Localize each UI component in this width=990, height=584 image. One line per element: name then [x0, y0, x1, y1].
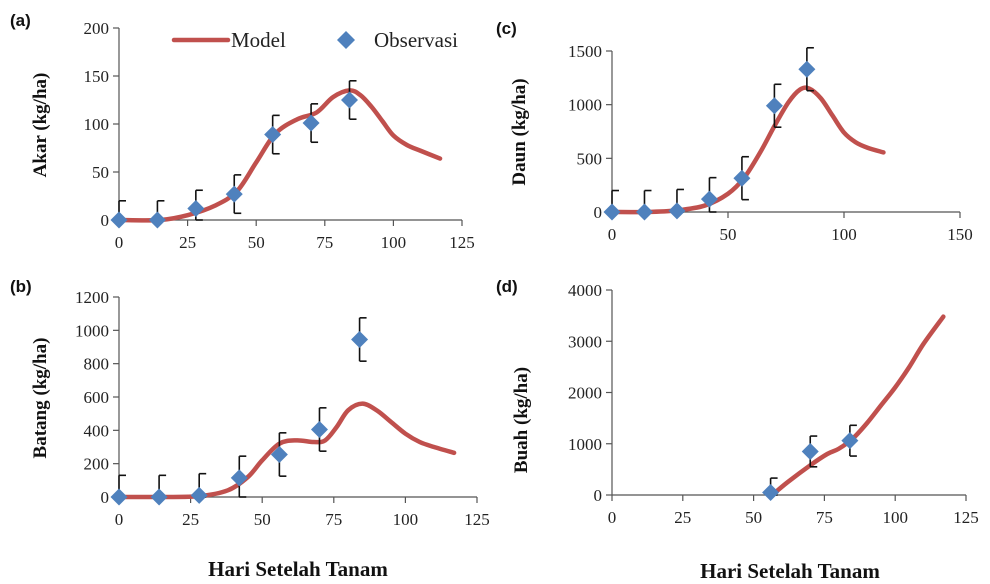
y-tick-label: 400	[84, 421, 110, 440]
x-tick-label: 75	[325, 510, 342, 529]
y-tick-label: 2000	[568, 384, 602, 403]
y-tick-label: 0	[101, 211, 110, 230]
y-axis-label-akar: Akar (kg/ha)	[30, 73, 51, 178]
observation-point	[225, 185, 243, 203]
observation-point	[302, 114, 320, 132]
x-tick-label: 125	[953, 508, 979, 527]
observation-point	[841, 432, 859, 450]
panel-label-c: (c)	[496, 19, 517, 38]
panel-daun: (c) Daun (kg/ha) 0 500 1000 1500 0 50 100 150	[496, 19, 973, 244]
x-axis-label-b: Hari Setelah Tanam	[208, 557, 388, 581]
panel-akar: (a) Akar (kg/ha) 0 50 100 150 200 0 25 50 75 100 1…	[10, 11, 475, 252]
observation-point	[190, 486, 208, 504]
observation-point	[187, 199, 205, 217]
observation-point	[733, 169, 751, 187]
x-tick-label: 125	[449, 233, 475, 252]
x-tick-label: 50	[254, 510, 271, 529]
legend: Model Observasi	[171, 28, 458, 52]
y-tick-label: 800	[84, 355, 110, 374]
y-tick-label: 1000	[75, 321, 109, 340]
y-tick-label: 200	[84, 19, 110, 38]
y-tick-label: 1200	[75, 288, 109, 307]
x-tick-label: 0	[608, 225, 617, 244]
y-axis-label-batang: Batang (kg/ha)	[30, 338, 51, 459]
y-tick-label: 1000	[568, 435, 602, 454]
x-tick-label: 50	[745, 508, 762, 527]
y-tick-label: 200	[84, 455, 110, 474]
observation-point	[603, 203, 621, 221]
model-line	[609, 85, 886, 215]
observation-point	[765, 97, 783, 115]
x-tick-label: 75	[816, 508, 833, 527]
panel-label-d: (d)	[496, 277, 518, 296]
legend-model-label: Model	[231, 28, 286, 52]
observation-point	[340, 91, 358, 109]
y-tick-label: 600	[84, 388, 110, 407]
model-line	[116, 88, 443, 223]
observation-point	[148, 211, 166, 229]
x-tick-label: 25	[179, 233, 196, 252]
model-line	[771, 314, 946, 497]
x-tick-label: 25	[182, 510, 199, 529]
observation-point	[110, 211, 128, 229]
observation-point	[798, 60, 816, 78]
observation-point	[351, 331, 369, 348]
observation-point	[230, 469, 248, 487]
x-tick-label: 0	[115, 510, 124, 529]
y-tick-label: 1500	[568, 42, 602, 61]
y-tick-label: 100	[84, 115, 110, 134]
observation-point	[310, 421, 328, 438]
x-tick-label: 100	[831, 225, 857, 244]
panel-label-a: (a)	[10, 11, 31, 30]
x-tick-label: 25	[674, 508, 691, 527]
x-tick-label: 0	[608, 508, 617, 527]
x-tick-label: 100	[393, 510, 419, 529]
y-tick-label: 0	[594, 486, 603, 505]
observation-point	[762, 483, 780, 501]
x-tick-label: 50	[720, 225, 737, 244]
y-tick-label: 500	[577, 149, 603, 168]
observation-point	[635, 203, 653, 221]
y-axis-label-daun: Daun (kg/ha)	[509, 78, 530, 185]
observation-point	[668, 202, 686, 220]
observation-point	[700, 190, 718, 208]
x-tick-label: 0	[115, 233, 124, 252]
y-tick-label: 1000	[568, 96, 602, 115]
x-tick-label: 75	[316, 233, 333, 252]
observation-point	[264, 126, 282, 144]
y-axis-label-buah: Buah (kg/ha)	[511, 367, 532, 473]
x-tick-label: 125	[464, 510, 490, 529]
legend-observasi-marker	[337, 31, 355, 49]
observation-point	[110, 488, 128, 506]
y-tick-label: 50	[92, 163, 109, 182]
y-tick-label: 150	[84, 67, 110, 86]
panel-label-b: (b)	[10, 277, 32, 296]
x-tick-label: 100	[882, 508, 908, 527]
x-tick-label: 150	[947, 225, 973, 244]
y-tick-label: 3000	[568, 332, 602, 351]
model-line	[116, 401, 457, 500]
y-tick-label: 0	[594, 203, 603, 222]
panel-batang: (b) Batang (kg/ha) Hari Setelah Tanam 0 2…	[10, 277, 490, 581]
x-tick-label: 50	[248, 233, 265, 252]
observation-point	[150, 488, 168, 506]
observation-point	[270, 446, 288, 463]
x-tick-label: 100	[381, 233, 407, 252]
observation-point	[801, 442, 819, 460]
y-tick-label: 4000	[568, 281, 602, 300]
legend-observasi-label: Observasi	[374, 28, 458, 52]
y-tick-label: 0	[101, 488, 110, 507]
panel-buah: (d) Buah (kg/ha) Hari Setelah Tanam 0 100…	[496, 277, 979, 583]
x-axis-label-d: Hari Setelah Tanam	[700, 559, 880, 583]
